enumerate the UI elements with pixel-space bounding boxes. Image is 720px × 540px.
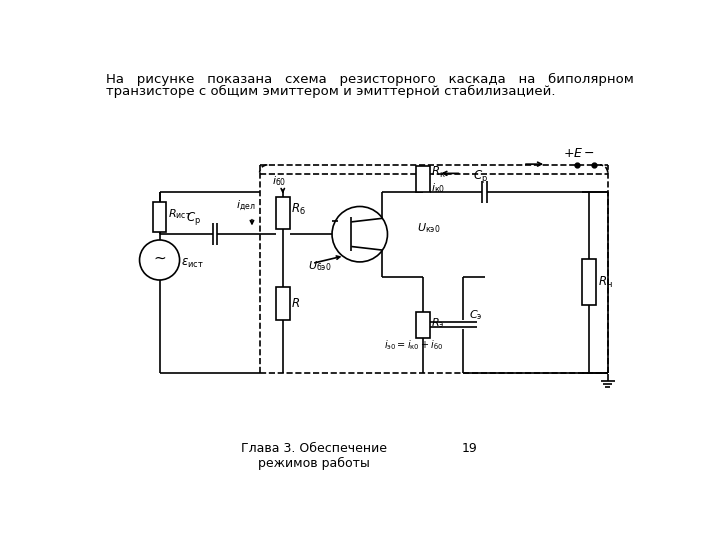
Text: $R_{\rm э}$: $R_{\rm э}$ (431, 316, 445, 330)
Text: $C_{\rm р}$: $C_{\rm р}$ (186, 210, 201, 227)
Text: 19: 19 (462, 442, 477, 455)
Text: $i_{\rm э0}=i_{\rm к0}+i_{\rm б0}$: $i_{\rm э0}=i_{\rm к0}+i_{\rm б0}$ (384, 338, 444, 352)
Text: $C_{\rm э}$: $C_{\rm э}$ (469, 308, 482, 322)
Bar (582, 259, 596, 306)
Circle shape (140, 240, 179, 280)
Text: $i_{\rm дел}$: $i_{\rm дел}$ (236, 198, 256, 213)
Bar (276, 197, 289, 229)
Text: $\sim$: $\sim$ (151, 249, 168, 265)
Circle shape (332, 206, 387, 262)
Text: $U_{\rm бэ0}$: $U_{\rm бэ0}$ (308, 260, 331, 273)
Text: $+E-$: $+E-$ (563, 147, 595, 160)
Text: Глава 3. Обеспечение
режимов работы: Глава 3. Обеспечение режимов работы (240, 442, 387, 470)
Bar (416, 312, 430, 338)
Text: $i_{\rm б0}$: $i_{\rm б0}$ (271, 174, 286, 188)
Text: $R$: $R$ (291, 297, 300, 310)
Bar (416, 166, 430, 192)
Text: $C_{\rm р}$: $C_{\rm р}$ (473, 168, 488, 185)
Text: $R_{\rm н}$: $R_{\rm н}$ (598, 275, 613, 290)
Text: $U_{\rm кэ0}$: $U_{\rm кэ0}$ (417, 221, 440, 235)
Bar (153, 202, 166, 232)
Text: $R_{\rm б}$: $R_{\rm б}$ (291, 201, 306, 217)
Text: транзисторе с общим эмиттером и эмиттерной стабилизацией.: транзисторе с общим эмиттером и эмиттерн… (106, 85, 555, 98)
Text: На   рисунке   показана   схема   резисторного   каскада   на   биполярном: На рисунке показана схема резисторного к… (106, 72, 634, 85)
Text: $R_{\rm к}$: $R_{\rm к}$ (431, 165, 446, 180)
Text: $\varepsilon_{\rm ист}$: $\varepsilon_{\rm ист}$ (181, 257, 204, 271)
Bar (276, 287, 289, 320)
Text: $i_{\rm к0}$: $i_{\rm к0}$ (431, 181, 446, 195)
Text: $R_{\rm ист}$: $R_{\rm ист}$ (168, 208, 192, 221)
